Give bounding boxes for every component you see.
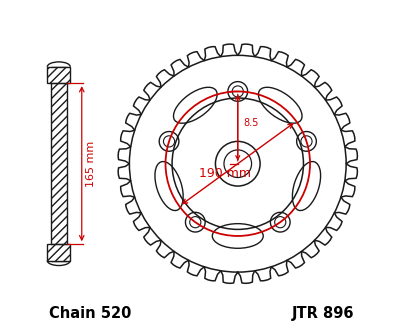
Text: 190 mm: 190 mm bbox=[199, 167, 251, 180]
Bar bbox=[47, 67, 70, 83]
Bar bbox=[50, 67, 67, 261]
Text: Chain 520: Chain 520 bbox=[49, 306, 131, 321]
Text: 165 mm: 165 mm bbox=[86, 141, 96, 187]
Text: JTR 896: JTR 896 bbox=[292, 306, 354, 321]
Text: 8.5: 8.5 bbox=[244, 118, 259, 128]
Bar bbox=[47, 244, 70, 261]
